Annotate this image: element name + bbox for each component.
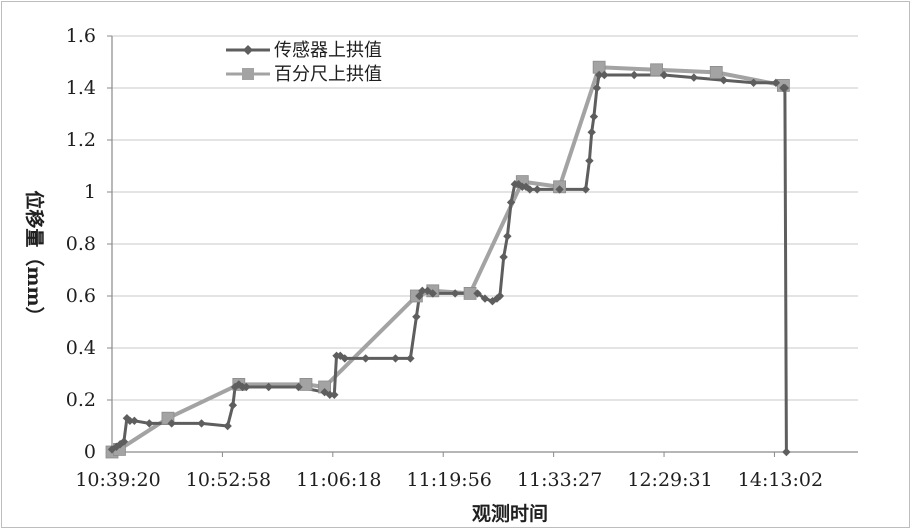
point-sensor bbox=[428, 289, 437, 298]
y-tick-label: 0 bbox=[84, 441, 96, 463]
point-sensor bbox=[130, 416, 139, 425]
legend: 传感器上拱值 百分尺上拱值 bbox=[226, 40, 382, 85]
point-sensor bbox=[450, 289, 460, 298]
point-sensor bbox=[780, 83, 790, 93]
point-sensor bbox=[412, 312, 421, 321]
legend-marker-micrometer bbox=[242, 68, 254, 80]
point-sensor bbox=[689, 73, 699, 82]
x-tick-label: 10:52:58 bbox=[186, 469, 271, 491]
legend-label-micrometer: 百分尺上拱值 bbox=[274, 64, 382, 85]
x-tick-label: 12:29:31 bbox=[627, 469, 712, 491]
point-sensor bbox=[600, 70, 609, 80]
y-tick-label: 0.2 bbox=[66, 389, 96, 411]
point-sensor bbox=[473, 289, 482, 298]
point-sensor bbox=[771, 78, 781, 87]
x-tick-label: 14:13:02 bbox=[738, 469, 823, 491]
point-sensor bbox=[340, 354, 349, 363]
point-sensor bbox=[581, 185, 590, 194]
point-sensor bbox=[223, 421, 232, 431]
y-axis-title: 位移量（mm） bbox=[23, 190, 46, 325]
point-sensor bbox=[555, 185, 564, 194]
x-axis-title: 观测时间 bbox=[472, 503, 548, 525]
point-sensor bbox=[197, 419, 206, 428]
series-line-micrometer bbox=[111, 65, 784, 454]
point-sensor bbox=[167, 419, 176, 428]
point-sensor bbox=[659, 70, 669, 80]
point-sensor bbox=[782, 447, 791, 457]
point-sensor bbox=[719, 76, 728, 85]
y-tick-label: 1 bbox=[84, 181, 96, 203]
point-sensor bbox=[325, 390, 335, 399]
x-tick-label: 11:19:56 bbox=[407, 469, 492, 491]
point-sensor bbox=[228, 401, 238, 410]
point-sensor bbox=[406, 354, 415, 363]
y-tick-label: 0.8 bbox=[66, 233, 96, 255]
point-sensor bbox=[119, 437, 129, 446]
point-sensor bbox=[499, 252, 508, 262]
point-sensor bbox=[587, 128, 596, 137]
point-sensor bbox=[589, 112, 599, 121]
point-sensor bbox=[503, 232, 512, 241]
point-sensor bbox=[585, 156, 594, 165]
point-sensor bbox=[418, 286, 427, 295]
point-sensor bbox=[495, 291, 505, 301]
point-sensor bbox=[506, 198, 516, 207]
y-tick-label: 0.4 bbox=[66, 337, 96, 359]
point-sensor bbox=[294, 382, 303, 392]
x-tick-label: 11:33:27 bbox=[517, 469, 602, 491]
x-tick-label: 10:39:20 bbox=[75, 469, 160, 491]
series-line-sensor bbox=[111, 73, 788, 453]
point-sensor bbox=[125, 416, 135, 425]
point-sensor bbox=[592, 83, 602, 93]
point-sensor bbox=[533, 185, 542, 194]
legend-label-sensor: 传感器上拱值 bbox=[274, 40, 382, 61]
x-tick-label: 11:06:18 bbox=[296, 469, 381, 491]
point-sensor bbox=[264, 382, 273, 392]
y-tick-label: 1.4 bbox=[66, 77, 96, 99]
x-tick-labels: 10:39:20 10:52:58 11:06:18 11:19:56 11:33:27… bbox=[75, 452, 823, 491]
point-sensor bbox=[230, 382, 240, 392]
point-sensor bbox=[391, 354, 400, 363]
legend-marker-sensor bbox=[243, 45, 253, 55]
point-sensor bbox=[145, 419, 154, 428]
point-sensor bbox=[361, 354, 370, 363]
point-sensor bbox=[242, 382, 251, 392]
point-sensor bbox=[330, 390, 339, 399]
point-sensor bbox=[514, 180, 523, 189]
point-micrometer bbox=[299, 377, 313, 391]
y-tick-label: 0.6 bbox=[66, 285, 96, 307]
point-sensor bbox=[480, 294, 490, 303]
series-layer bbox=[105, 60, 791, 459]
point-sensor bbox=[594, 70, 604, 80]
point-sensor bbox=[749, 78, 758, 87]
point-sensor bbox=[630, 70, 639, 80]
point-micrometer bbox=[709, 66, 723, 79]
point-sensor bbox=[525, 185, 534, 194]
y-tick-label: 1.6 bbox=[66, 25, 96, 47]
axes-layer bbox=[111, 36, 858, 453]
y-tick-label: 1.2 bbox=[66, 129, 96, 151]
y-tick-labels: 0 0.2 0.4 0.6 0.8 1 1.2 1.4 1.6 bbox=[66, 25, 96, 463]
grid-layer bbox=[107, 35, 858, 453]
point-micrometer bbox=[650, 63, 663, 77]
